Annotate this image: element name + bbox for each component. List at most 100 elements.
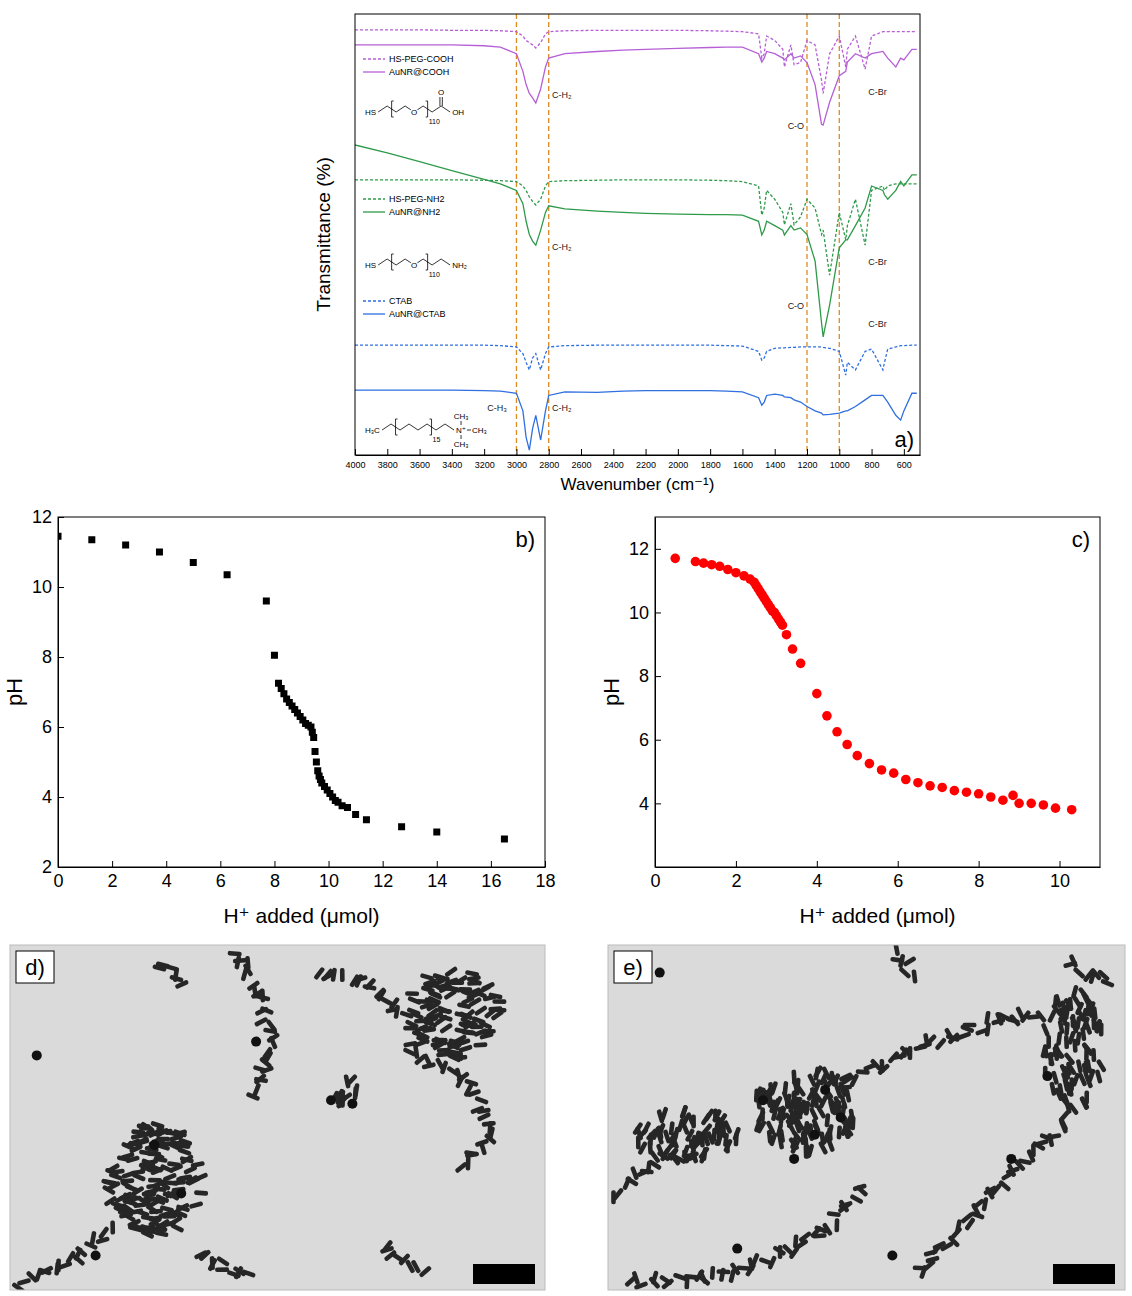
micrograph: e)	[608, 942, 1125, 1291]
nanorod	[893, 945, 900, 956]
nanorod	[162, 1214, 176, 1219]
bracket	[430, 419, 432, 435]
tick-label: 3600	[410, 460, 430, 470]
nanorod	[798, 1102, 805, 1117]
tick: 8	[639, 666, 661, 686]
reference-line	[839, 14, 840, 455]
tick-label: 14	[427, 871, 447, 891]
nanorod	[102, 1185, 116, 1196]
nanorod	[340, 968, 345, 982]
data-point	[1014, 799, 1024, 809]
nanorod	[834, 1218, 839, 1232]
series-line	[355, 390, 917, 450]
tick-label: 18	[535, 871, 555, 891]
tick: 16	[481, 861, 501, 891]
image-content	[11, 951, 506, 1290]
x-axis-title: H⁺ added (μmol)	[223, 904, 379, 927]
tick-mark	[736, 861, 737, 867]
tick-label: 12	[373, 871, 393, 891]
data-point	[962, 787, 972, 797]
data-point	[312, 748, 319, 755]
nanorod	[110, 1221, 115, 1235]
nanorod	[1041, 1022, 1051, 1037]
nanorod	[419, 1026, 433, 1031]
tick-mark	[58, 797, 64, 798]
legend-label: HS-PEG-COOH	[389, 54, 454, 64]
nanorod	[1062, 1066, 1070, 1081]
nanorod	[146, 1183, 160, 1189]
nanorod	[698, 1270, 708, 1285]
tick-mark	[655, 803, 661, 804]
tick-label: 0	[650, 871, 660, 891]
nanorod	[153, 1156, 168, 1163]
nanorod	[129, 1144, 144, 1154]
data-point	[877, 765, 887, 775]
nanorod	[767, 1255, 777, 1270]
nanorod	[470, 1105, 485, 1114]
tick-mark	[979, 861, 980, 867]
nanorod	[716, 1125, 726, 1140]
structure-label: O	[411, 261, 417, 270]
nanorod	[1054, 994, 1062, 1009]
chemical-structure: H₃C15N⁺CH₃CH₃CH₃	[365, 412, 487, 449]
tick-mark	[383, 861, 384, 867]
x-axis-title: H⁺ added (μmol)	[799, 904, 955, 927]
structure-label: N⁺	[456, 426, 466, 435]
annotation: C-H₃	[487, 403, 507, 413]
legend-swatch	[363, 211, 385, 212]
tick-label: 6	[893, 871, 903, 891]
tick: 2000	[668, 449, 688, 470]
nanorod	[1047, 1133, 1062, 1140]
nanosphere	[758, 1095, 768, 1105]
nanorod	[1069, 954, 1079, 969]
bond	[439, 97, 440, 106]
axis-line	[59, 867, 546, 868]
tick: 2	[42, 857, 64, 877]
nanorod	[416, 1035, 431, 1045]
nanorod	[831, 1073, 841, 1088]
nanorod	[898, 954, 906, 969]
nanosphere	[326, 1095, 336, 1105]
data-point	[901, 775, 911, 785]
tick-label: 16	[481, 871, 501, 891]
legend-swatch	[363, 58, 385, 59]
nanorod	[482, 994, 497, 1002]
nanosphere	[655, 968, 665, 978]
nanorod	[240, 967, 248, 982]
legend-item: HS-PEG-COOH	[363, 54, 454, 64]
tick-label: 12	[629, 539, 649, 559]
tick-mark	[678, 449, 679, 455]
tick: 2600	[571, 449, 591, 470]
legend-label: HS-PEG-NH2	[389, 194, 445, 204]
nanorod	[844, 1088, 851, 1103]
data-point	[832, 727, 842, 737]
nanorod	[169, 1163, 184, 1173]
data-point	[788, 644, 798, 654]
data-point	[88, 536, 95, 543]
nanorod	[152, 964, 167, 972]
nanorod	[39, 1265, 54, 1275]
data-point	[190, 559, 197, 566]
nanorod	[660, 1106, 669, 1121]
nanorod	[440, 1060, 449, 1075]
tick-label: 1000	[830, 460, 850, 470]
data-point	[156, 549, 163, 556]
tick: 10	[319, 861, 339, 891]
legend-label: AuNR@COOH	[389, 67, 449, 77]
annotation: C-H₂	[552, 90, 572, 100]
tick-mark	[613, 449, 614, 455]
plot-marks	[355, 14, 917, 455]
nanorod	[802, 1126, 809, 1141]
nanorod	[998, 1179, 1012, 1192]
nanorod	[425, 1007, 439, 1019]
series-line	[355, 145, 917, 337]
tick-mark	[807, 449, 808, 455]
nanorod	[981, 1197, 988, 1212]
nanorod	[911, 969, 917, 983]
nanorod	[133, 1202, 147, 1208]
nanorod	[439, 1022, 453, 1034]
legend: HS-PEG-COOHAuNR@COOHHS-PEG-NH2AuNR@NH2CT…	[363, 54, 454, 319]
nanorod	[805, 1144, 811, 1158]
nanorod	[1052, 1045, 1064, 1059]
tick-label: 10	[319, 871, 339, 891]
